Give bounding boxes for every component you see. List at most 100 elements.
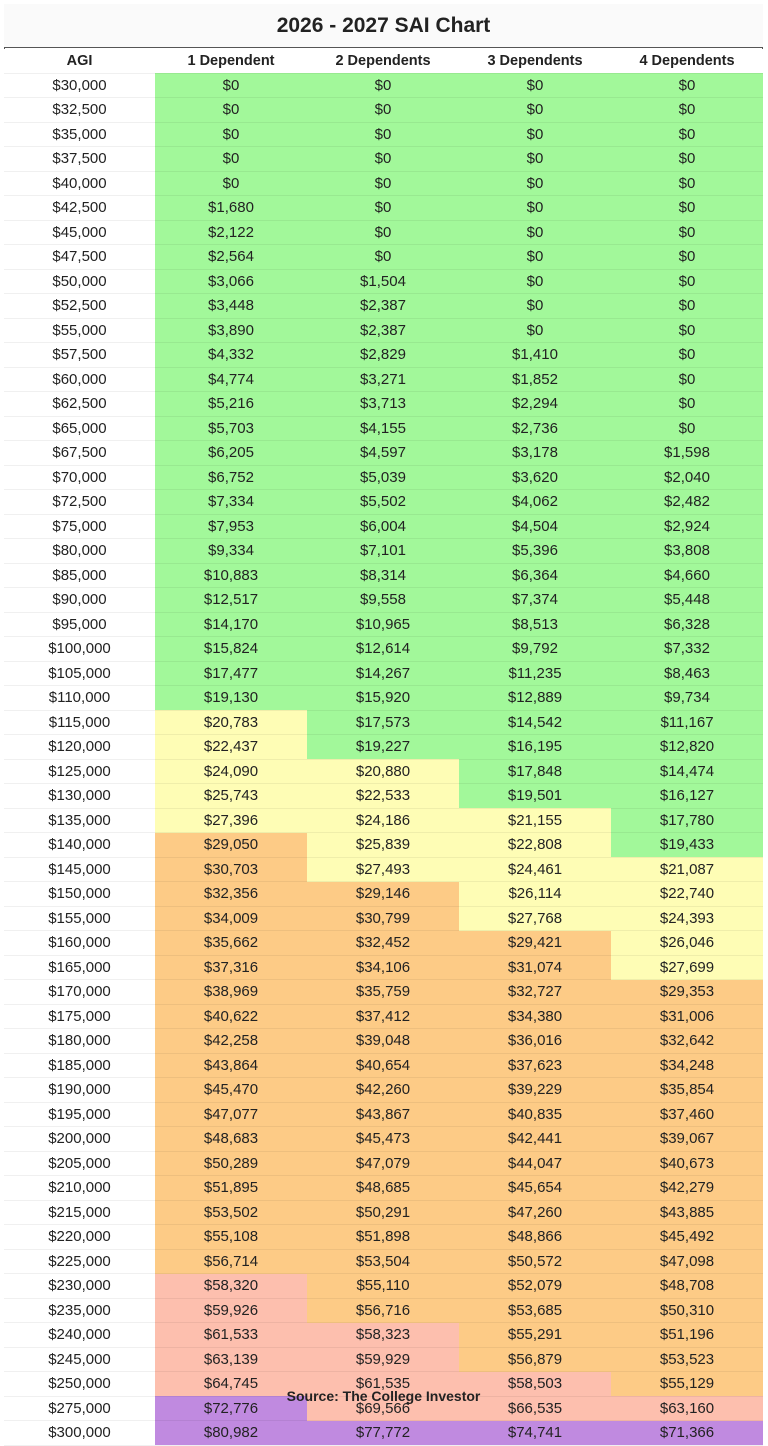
sai-cell-3-dependent: $0	[459, 269, 611, 294]
sai-cell-3-dependent: $27,768	[459, 906, 611, 931]
sai-cell-2-dependent: $59,929	[307, 1347, 459, 1372]
agi-cell: $42,500	[4, 195, 155, 221]
sai-cell-3-dependent: $50,572	[459, 1249, 611, 1274]
sai-cell-3-dependent: $0	[459, 97, 611, 123]
sai-cell-1-dependent: $1,680	[155, 195, 307, 221]
sai-cell-4-dependent: $2,040	[611, 465, 763, 490]
header-2-dependents: 2 Dependents	[307, 49, 459, 74]
table-row: $235,000 $59,926 $56,716 $53,685 $50,310	[4, 1298, 763, 1323]
sai-cell-4-dependent: $53,523	[611, 1347, 763, 1372]
sai-cell-2-dependent: $10,965	[307, 612, 459, 637]
sai-cell-2-dependent: $3,713	[307, 391, 459, 417]
sai-cell-1-dependent: $63,139	[155, 1347, 307, 1372]
agi-cell: $180,000	[4, 1028, 155, 1054]
sai-cell-4-dependent: $8,463	[611, 661, 763, 686]
table-row: $55,000 $3,890 $2,387 $0 $0	[4, 318, 763, 343]
agi-cell: $300,000	[4, 1420, 155, 1446]
sai-cell-1-dependent: $27,396	[155, 808, 307, 833]
sai-cell-2-dependent: $12,614	[307, 636, 459, 662]
table-row: $90,000 $12,517 $9,558 $7,374 $5,448	[4, 587, 763, 613]
sai-cell-1-dependent: $19,130	[155, 685, 307, 711]
sai-cell-2-dependent: $22,533	[307, 783, 459, 809]
sai-cell-4-dependent: $0	[611, 391, 763, 417]
table-row: $205,000 $50,289 $47,079 $44,047 $40,673	[4, 1151, 763, 1176]
sai-cell-3-dependent: $7,374	[459, 587, 611, 613]
agi-cell: $170,000	[4, 979, 155, 1005]
sai-cell-4-dependent: $47,098	[611, 1249, 763, 1274]
sai-cell-2-dependent: $53,504	[307, 1249, 459, 1274]
table-row: $210,000 $51,895 $48,685 $45,654 $42,279	[4, 1175, 763, 1201]
agi-cell: $245,000	[4, 1347, 155, 1372]
agi-cell: $230,000	[4, 1273, 155, 1299]
agi-cell: $100,000	[4, 636, 155, 662]
sai-cell-3-dependent: $40,835	[459, 1102, 611, 1127]
table-row: $195,000 $47,077 $43,867 $40,835 $37,460	[4, 1102, 763, 1127]
sai-cell-2-dependent: $0	[307, 220, 459, 245]
sai-cell-2-dependent: $19,227	[307, 734, 459, 760]
agi-cell: $67,500	[4, 440, 155, 466]
agi-cell: $160,000	[4, 930, 155, 956]
sai-cell-1-dependent: $38,969	[155, 979, 307, 1005]
sai-cell-1-dependent: $29,050	[155, 832, 307, 858]
sai-cell-2-dependent: $15,920	[307, 685, 459, 711]
agi-cell: $150,000	[4, 881, 155, 907]
table-row: $200,000 $48,683 $45,473 $42,441 $39,067	[4, 1126, 763, 1152]
agi-cell: $205,000	[4, 1151, 155, 1176]
table-row: $35,000 $0 $0 $0 $0	[4, 122, 763, 147]
table-row: $65,000 $5,703 $4,155 $2,736 $0	[4, 416, 763, 441]
table-row: $120,000 $22,437 $19,227 $16,195 $12,820	[4, 734, 763, 760]
agi-cell: $120,000	[4, 734, 155, 760]
agi-cell: $35,000	[4, 122, 155, 147]
sai-cell-4-dependent: $21,087	[611, 857, 763, 882]
sai-cell-3-dependent: $21,155	[459, 808, 611, 833]
sai-cell-1-dependent: $15,824	[155, 636, 307, 662]
sai-cell-2-dependent: $1,504	[307, 269, 459, 294]
table-row: $62,500 $5,216 $3,713 $2,294 $0	[4, 391, 763, 417]
sai-cell-1-dependent: $5,703	[155, 416, 307, 441]
sai-cell-4-dependent: $19,433	[611, 832, 763, 858]
table-row: $32,500 $0 $0 $0 $0	[4, 97, 763, 123]
sai-cell-4-dependent: $14,474	[611, 759, 763, 784]
agi-cell: $75,000	[4, 514, 155, 539]
sai-cell-1-dependent: $40,622	[155, 1004, 307, 1029]
sai-cell-4-dependent: $34,248	[611, 1053, 763, 1078]
sai-cell-4-dependent: $32,642	[611, 1028, 763, 1054]
sai-cell-2-dependent: $20,880	[307, 759, 459, 784]
table-row: $180,000 $42,258 $39,048 $36,016 $32,642	[4, 1028, 763, 1054]
sai-cell-1-dependent: $24,090	[155, 759, 307, 784]
sai-cell-1-dependent: $43,864	[155, 1053, 307, 1078]
sai-cell-3-dependent: $29,421	[459, 930, 611, 956]
agi-cell: $32,500	[4, 97, 155, 123]
source-note: Source: The College Investor	[286, 1388, 481, 1404]
sai-cell-3-dependent: $47,260	[459, 1200, 611, 1225]
sai-cell-3-dependent: $0	[459, 244, 611, 270]
sai-cell-1-dependent: $37,316	[155, 955, 307, 980]
sai-cell-1-dependent: $45,470	[155, 1077, 307, 1103]
sai-cell-1-dependent: $47,077	[155, 1102, 307, 1127]
agi-cell: $210,000	[4, 1175, 155, 1201]
sai-cell-2-dependent: $39,048	[307, 1028, 459, 1054]
sai-cell-2-dependent: $47,079	[307, 1151, 459, 1176]
sai-cell-2-dependent: $14,267	[307, 661, 459, 686]
sai-cell-4-dependent: $0	[611, 416, 763, 441]
sai-cell-2-dependent: $29,146	[307, 881, 459, 907]
agi-cell: $140,000	[4, 832, 155, 858]
agi-cell: $145,000	[4, 857, 155, 882]
agi-cell: $30,000	[4, 73, 155, 98]
table-row: $250,000 $64,745 $61,535 $58,503 $55,129	[4, 1371, 763, 1397]
table-row: $70,000 $6,752 $5,039 $3,620 $2,040	[4, 465, 763, 490]
agi-cell: $235,000	[4, 1298, 155, 1323]
sai-cell-1-dependent: $5,216	[155, 391, 307, 417]
sai-cell-2-dependent: $77,772	[307, 1420, 459, 1446]
table-row: $72,500 $7,334 $5,502 $4,062 $2,482	[4, 489, 763, 515]
sai-cell-2-dependent: $0	[307, 122, 459, 147]
sai-cell-3-dependent: $0	[459, 195, 611, 221]
sai-cell-4-dependent: $0	[611, 171, 763, 196]
table-row: $125,000 $24,090 $20,880 $17,848 $14,474	[4, 759, 763, 784]
agi-cell: $72,500	[4, 489, 155, 515]
sai-cell-1-dependent: $2,564	[155, 244, 307, 270]
sai-cell-3-dependent: $0	[459, 146, 611, 172]
sai-cell-2-dependent: $48,685	[307, 1175, 459, 1201]
sai-cell-4-dependent: $50,310	[611, 1298, 763, 1323]
table-row: $80,000 $9,334 $7,101 $5,396 $3,808	[4, 538, 763, 564]
